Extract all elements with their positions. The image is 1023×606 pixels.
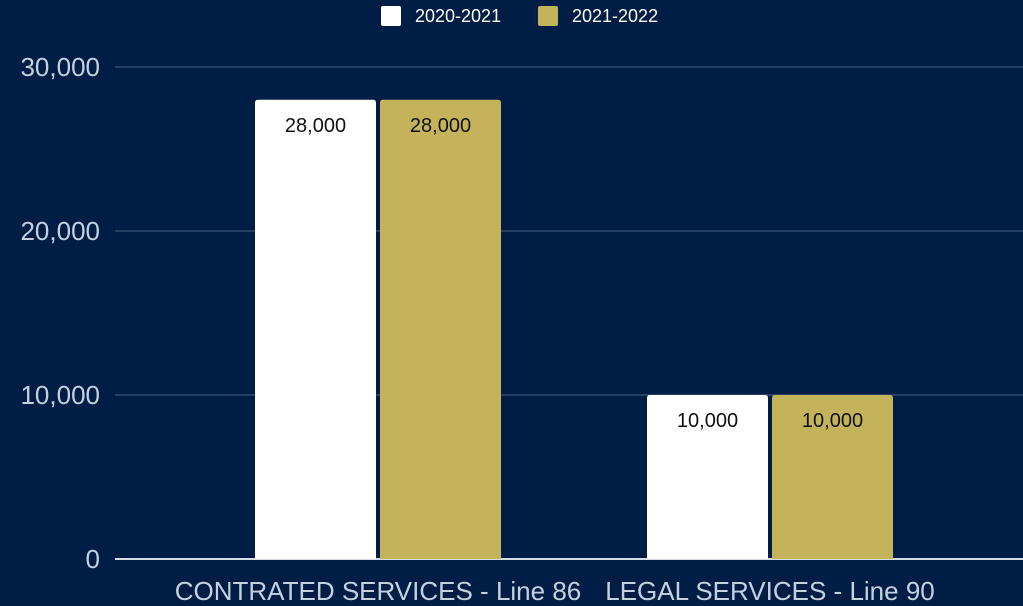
bars (255, 99, 893, 560)
bar (255, 99, 376, 560)
legend: 2020-2021 2021-2022 (381, 6, 658, 26)
legend-swatch (381, 6, 401, 26)
y-tick-label: 10,000 (20, 380, 100, 410)
bar (647, 395, 768, 559)
legend-swatch (538, 6, 558, 26)
y-axis-ticks: 0 10,000 20,000 30,000 (20, 52, 100, 574)
bar (380, 99, 501, 560)
bar-data-label: 10,000 (802, 410, 863, 432)
bar-data-label: 28,000 (410, 115, 471, 137)
bar-data-label: 10,000 (677, 410, 738, 432)
y-tick-label: 0 (86, 544, 100, 574)
y-tick-label: 30,000 (20, 52, 100, 82)
x-category-label: LEGAL SERVICES - Line 90 (605, 576, 935, 606)
bar (772, 395, 893, 559)
data-labels: 28,000 28,000 10,000 10,000 (285, 115, 863, 432)
x-axis-categories: CONTRATED SERVICES - Line 86 LEGAL SERVIC… (175, 576, 935, 606)
legend-label: 2021-2022 (572, 6, 658, 26)
legend-label: 2020-2021 (415, 6, 501, 26)
bar-data-label: 28,000 (285, 115, 346, 137)
x-category-label: CONTRATED SERVICES - Line 86 (175, 576, 582, 606)
y-tick-label: 20,000 (20, 216, 100, 246)
